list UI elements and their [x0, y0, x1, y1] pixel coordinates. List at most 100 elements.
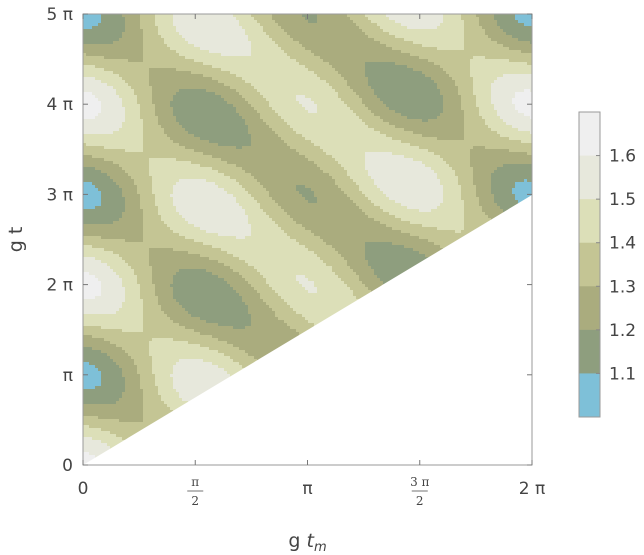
- contour-cell: [98, 209, 102, 213]
- contour-cell: [155, 44, 159, 48]
- contour-cell: [113, 308, 117, 312]
- contour-cell: [179, 395, 183, 399]
- contour-cell: [137, 113, 141, 117]
- contour-cell: [164, 356, 168, 360]
- contour-cell: [119, 167, 123, 171]
- contour-cell: [101, 155, 105, 159]
- contour-cell: [95, 206, 99, 210]
- contour-cell: [116, 182, 120, 186]
- contour-cell: [179, 95, 183, 99]
- contour-cell: [107, 413, 111, 417]
- contour-cell: [173, 365, 177, 369]
- contour-cell: [146, 101, 150, 105]
- contour-cell: [143, 260, 147, 264]
- contour-cell: [158, 113, 162, 117]
- contour-cell: [98, 170, 102, 174]
- contour-cell: [131, 125, 135, 129]
- contour-cell: [155, 242, 159, 246]
- contour-cell: [173, 305, 177, 309]
- contour-cell: [140, 137, 144, 141]
- contour-cell: [164, 23, 168, 27]
- contour-cell: [131, 338, 135, 342]
- contour-cell: [113, 407, 117, 411]
- contour-cell: [110, 296, 114, 300]
- contour-cell: [161, 92, 165, 96]
- contour-cell: [161, 50, 165, 54]
- contour-cell: [149, 308, 153, 312]
- contour-cell: [134, 269, 138, 273]
- contour-cell: [137, 149, 141, 153]
- contour-cell: [116, 119, 120, 123]
- contour-cell: [86, 428, 90, 432]
- contour-cell: [179, 197, 183, 201]
- contour-cell: [146, 32, 150, 36]
- contour-cell: [119, 191, 123, 195]
- contour-cell: [167, 374, 171, 378]
- contour-cell: [134, 245, 138, 249]
- contour-cell: [155, 362, 159, 366]
- contour-cell: [173, 131, 177, 135]
- contour-cell: [176, 293, 180, 297]
- contour-cell: [89, 200, 93, 204]
- contour-cell: [110, 107, 114, 111]
- contour-cell: [143, 212, 147, 216]
- contour-cell: [98, 146, 102, 150]
- contour-cell: [83, 422, 87, 426]
- contour-cell: [149, 302, 153, 306]
- contour-cell: [104, 380, 108, 384]
- contour-cell: [104, 254, 108, 258]
- contour-cell: [119, 275, 123, 279]
- contour-cell: [86, 53, 90, 57]
- contour-cell: [179, 116, 183, 120]
- contour-cell: [86, 122, 90, 126]
- contour-cell: [125, 377, 129, 381]
- contour-cell: [161, 317, 165, 321]
- contour-cell: [140, 59, 144, 63]
- contour-cell: [152, 275, 156, 279]
- contour-cell: [107, 434, 111, 438]
- contour-cell: [104, 311, 108, 315]
- contour-cell: [176, 119, 180, 123]
- contour-cell: [86, 173, 90, 177]
- contour-cell: [173, 398, 177, 402]
- contour-cell: [167, 293, 171, 297]
- contour-cell: [161, 215, 165, 219]
- contour-cell: [113, 386, 117, 390]
- contour-cell: [113, 440, 117, 444]
- contour-cell: [98, 227, 102, 231]
- contour-cell: [110, 239, 114, 243]
- contour-cell: [107, 359, 111, 363]
- contour-cell: [107, 152, 111, 156]
- contour-cell: [149, 131, 153, 135]
- contour-cell: [167, 401, 171, 405]
- contour-cell: [143, 332, 147, 336]
- contour-cell: [95, 278, 99, 282]
- contour-cell: [104, 251, 108, 255]
- contour-cell: [89, 245, 93, 249]
- contour-cell: [143, 83, 147, 87]
- contour-cell: [107, 26, 111, 30]
- contour-cell: [134, 32, 138, 36]
- contour-cell: [122, 152, 126, 156]
- contour-cell: [113, 278, 117, 282]
- contour-cell: [116, 197, 120, 201]
- contour-cell: [179, 353, 183, 357]
- contour-cell: [167, 59, 171, 63]
- contour-cell: [179, 401, 183, 405]
- contour-cell: [131, 266, 135, 270]
- contour-cell: [173, 395, 177, 399]
- contour-cell: [110, 62, 114, 66]
- contour-cell: [164, 110, 168, 114]
- contour-cell: [167, 152, 171, 156]
- contour-cell: [110, 383, 114, 387]
- contour-cell: [152, 164, 156, 168]
- contour-cell: [92, 20, 96, 24]
- contour-cell: [89, 134, 93, 138]
- contour-cell: [92, 236, 96, 240]
- contour-cell: [116, 209, 120, 213]
- contour-cell: [167, 410, 171, 414]
- contour-cell: [95, 443, 99, 447]
- contour-cell: [131, 353, 135, 357]
- contour-cell: [143, 128, 147, 132]
- contour-cell: [92, 272, 96, 276]
